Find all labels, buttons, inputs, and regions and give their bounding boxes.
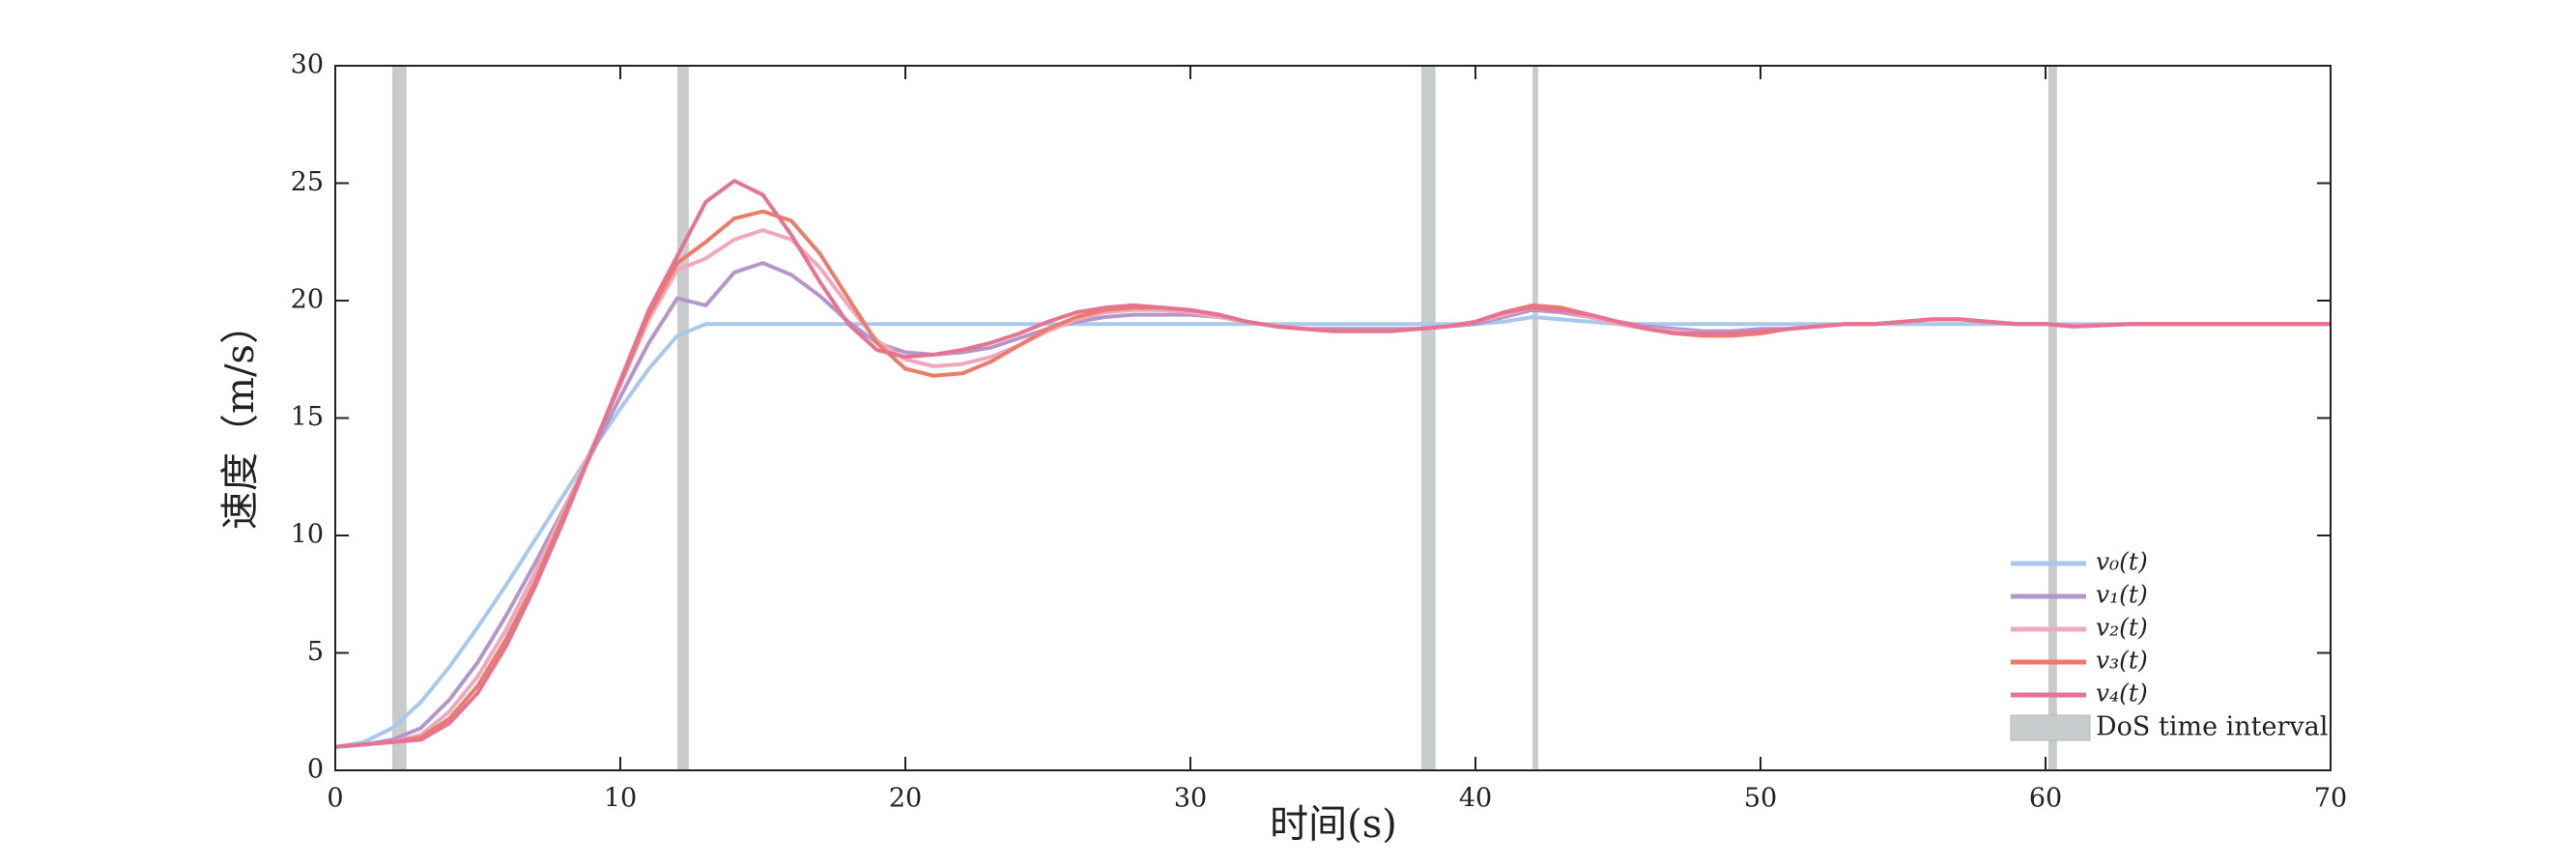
- dos-band: [392, 66, 407, 770]
- legend-label: v₀(t): [2096, 548, 2148, 576]
- y-tick-label: 0: [307, 755, 324, 785]
- series-line: [334, 179, 2331, 749]
- x-tick-label: 10: [604, 784, 637, 814]
- x-tick-label: 60: [2029, 784, 2062, 814]
- y-tick-label: 10: [291, 520, 324, 550]
- dos-band: [1420, 66, 1436, 770]
- series-line: [334, 209, 2331, 749]
- dos-band: [2047, 66, 2057, 770]
- dos-band: [1532, 66, 1538, 770]
- legend-label: DoS time interval: [2096, 712, 2328, 742]
- x-tick-label: 40: [1459, 784, 1492, 814]
- dos-band: [677, 66, 689, 770]
- y-tick-label: 15: [291, 402, 324, 432]
- y-tick-label: 30: [291, 50, 324, 80]
- legend-label: v₁(t): [2096, 581, 2148, 609]
- y-axis-label: 速度（m/s）: [218, 305, 263, 530]
- series-line: [334, 315, 2331, 749]
- legend-label: v₄(t): [2096, 679, 2148, 708]
- x-axis-label: 时间(s): [1270, 802, 1397, 847]
- plot-frame: [334, 65, 2332, 771]
- x-tick-label: 30: [1174, 784, 1207, 814]
- x-tick-label: 0: [327, 784, 343, 814]
- x-tick-label: 70: [2314, 784, 2347, 814]
- series-line: [334, 261, 2331, 749]
- y-tick-label: 20: [291, 285, 324, 315]
- y-tick-label: 25: [291, 167, 324, 197]
- y-tick-label: 5: [307, 637, 324, 667]
- legend-label: v₃(t): [2096, 647, 2148, 675]
- x-tick-label: 50: [1744, 784, 1777, 814]
- legend-swatch: [2010, 714, 2091, 741]
- series-line: [334, 228, 2331, 749]
- legend-label: v₂(t): [2096, 614, 2148, 642]
- x-tick-label: 20: [889, 784, 922, 814]
